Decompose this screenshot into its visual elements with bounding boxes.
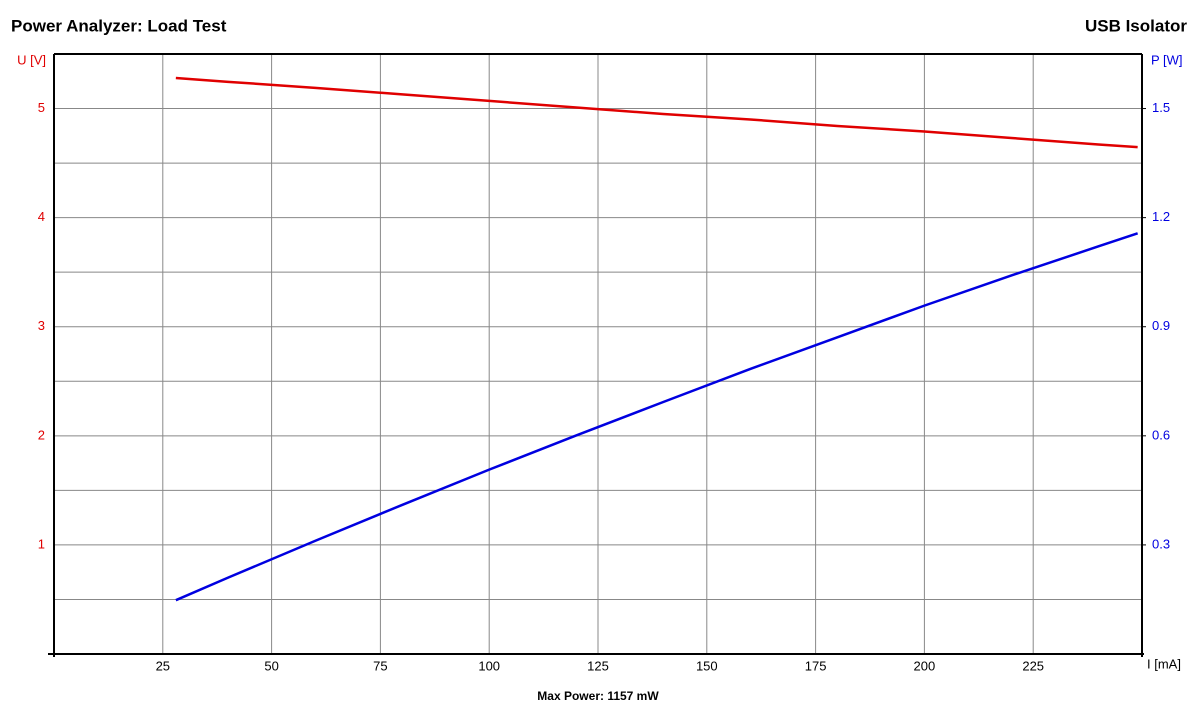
y2-tick-label: 1.2 [1152,209,1170,224]
y-axis-label: U [V] [17,52,46,67]
x-tick-label: 200 [914,658,936,673]
y2-tick-label: 0.6 [1152,427,1170,442]
y-tick-label: 4 [38,209,45,224]
chart-title: Power Analyzer: Load Test [11,16,227,35]
x-axis-label: I [mA] [1147,656,1181,671]
y2-tick-label: 0.9 [1152,318,1170,333]
y2-tick-label: 1.5 [1152,100,1170,115]
y2-axis-label: P [W] [1151,52,1183,67]
chart-subtitle: USB Isolator [1085,16,1187,35]
x-tick-label: 50 [264,658,278,673]
x-tick-label: 175 [805,658,827,673]
x-tick-label: 100 [478,658,500,673]
x-tick-label: 75 [373,658,387,673]
series-line [175,232,1139,602]
footer: Max Power: 1157 mW [537,689,659,703]
x-tick-label: 225 [1022,658,1044,673]
x-tick-label: 125 [587,658,609,673]
y-tick-label: 2 [38,427,45,442]
y-tick-label: 1 [38,536,45,551]
series-line [175,76,1138,149]
x-tick-label: 25 [156,658,170,673]
x-tick-label: 150 [696,658,718,673]
y2-tick-label: 0.3 [1152,536,1170,551]
y-tick-label: 3 [38,318,45,333]
y-tick-label: 5 [38,100,45,115]
